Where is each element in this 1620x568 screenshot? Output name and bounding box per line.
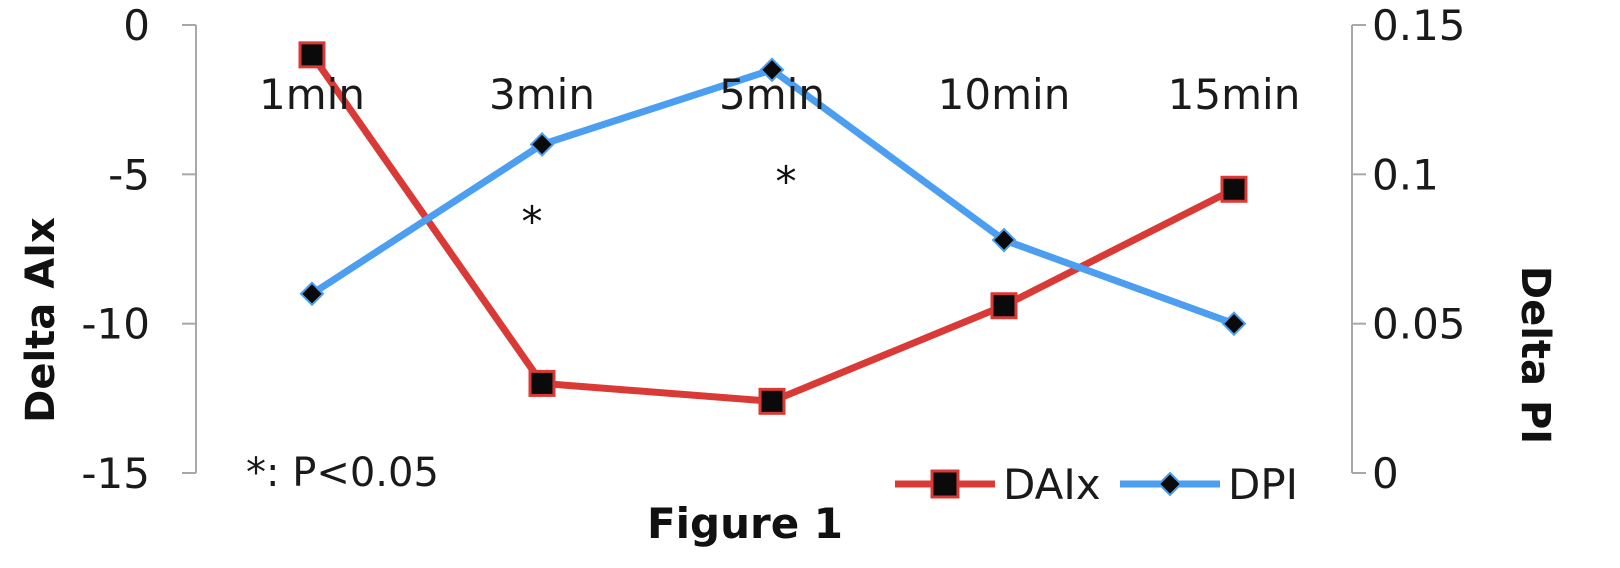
marker-dpi bbox=[991, 227, 1017, 253]
marker-daix bbox=[990, 292, 1018, 320]
figure-caption: Figure 1 bbox=[647, 499, 843, 548]
legend: DAIx DPI bbox=[895, 460, 1298, 509]
left-tick-label: -10 bbox=[81, 300, 150, 349]
marker-dpi bbox=[759, 57, 785, 83]
left-tick-label: 0 bbox=[123, 1, 150, 50]
series-markers bbox=[298, 41, 1248, 415]
marker-daix bbox=[1220, 175, 1248, 203]
significance-star: * bbox=[522, 197, 543, 246]
marker-daix bbox=[528, 369, 556, 397]
marker-dpi bbox=[1221, 311, 1247, 337]
tick-labels: 0 -5 -10 -15 0.15 0.1 0.05 0 bbox=[81, 1, 1465, 498]
marker-dpi bbox=[529, 132, 555, 157]
category-label: 1min bbox=[259, 70, 365, 119]
significance-note: *: P<0.05 bbox=[246, 450, 439, 496]
y2-axis-title: Delta PI bbox=[1512, 266, 1558, 444]
significance-annotations: ** bbox=[522, 157, 797, 246]
left-tick-label: -15 bbox=[81, 449, 150, 498]
marker-dpi bbox=[299, 281, 325, 307]
category-label: 3min bbox=[489, 70, 595, 119]
right-tick-label: 0.05 bbox=[1372, 300, 1466, 349]
y-axis-title: Delta AIx bbox=[18, 217, 64, 423]
legend-marker-daix bbox=[930, 469, 960, 499]
left-tick-label: -5 bbox=[108, 150, 150, 199]
marker-daix bbox=[298, 41, 326, 69]
right-tick-label: 0.15 bbox=[1372, 1, 1466, 50]
category-label: 5min bbox=[719, 70, 825, 119]
legend-label-dpi: DPI bbox=[1228, 460, 1298, 509]
legend-marker-dpi bbox=[1157, 471, 1183, 497]
category-labels: 1min 3min 5min 10min 15min bbox=[259, 70, 1300, 119]
right-tick-label: 0.1 bbox=[1372, 150, 1439, 199]
category-label: 10min bbox=[938, 70, 1071, 119]
significance-star: * bbox=[776, 157, 797, 206]
axes bbox=[182, 24, 1366, 474]
right-tick-label: 0 bbox=[1372, 449, 1399, 498]
marker-daix bbox=[758, 387, 786, 415]
legend-label-daix: DAIx bbox=[1003, 460, 1101, 509]
category-label: 15min bbox=[1168, 70, 1301, 119]
